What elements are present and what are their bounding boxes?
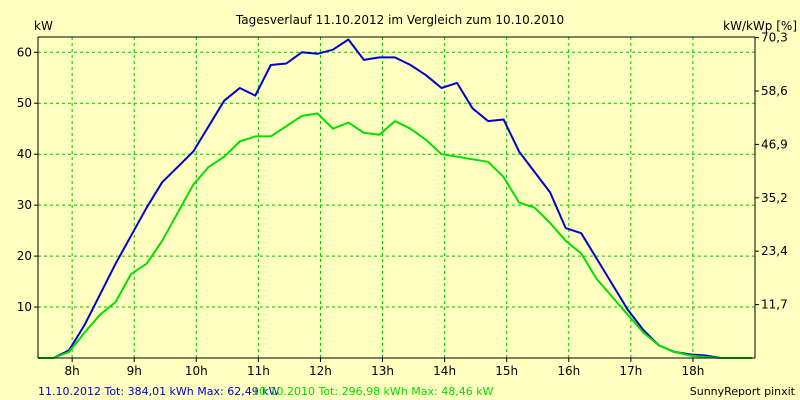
series-line-2012: [38, 38, 752, 359]
x-tick-label: 8h: [65, 364, 80, 378]
x-tick-label: 9h: [127, 364, 142, 378]
footer-series-2010: 10.10.2010 Tot: 296,98 kWh Max: 48,46 kW: [252, 385, 494, 398]
x-tick-label: 13h: [371, 364, 394, 378]
series-layer: [38, 38, 752, 359]
x-tick-label: 15h: [495, 364, 518, 378]
y-tick-label-right: 46,9: [761, 137, 788, 151]
grid: [38, 37, 755, 358]
x-tick-label: 16h: [557, 364, 580, 378]
y-tick-label-right: 23,4: [761, 244, 788, 258]
y-axis-right-title: kW/kWp [%]: [723, 19, 797, 33]
x-tick-label: 12h: [309, 364, 332, 378]
y-tick-label-right: 35,2: [761, 191, 788, 205]
x-tick-label: 10h: [185, 364, 208, 378]
footer-credit: SunnyReport pinxit: [690, 385, 796, 398]
chart-title: Tagesverlauf 11.10.2012 im Vergleich zum…: [235, 13, 564, 27]
x-tick-label: 11h: [247, 364, 270, 378]
series-line-2010: [38, 112, 752, 359]
y-tick-label-left: 30: [17, 198, 32, 212]
x-tick-label: 14h: [433, 364, 456, 378]
axes: [34, 36, 759, 362]
tick-labels: 8h 9h 10h 11h 12h 13h 14h 15h 16h 17h 18h 10 20 30 40 5…: [17, 31, 788, 378]
y-tick-label-left: 50: [17, 96, 32, 110]
x-tick-label: 17h: [619, 364, 642, 378]
footer-series-2012: 11.10.2012 Tot: 384,01 kWh Max: 62,49 kW: [38, 385, 280, 398]
y-tick-label-left: 40: [17, 147, 32, 161]
y-axis-left-title: kW: [34, 19, 53, 33]
y-tick-label-right: 58,6: [761, 84, 788, 98]
x-tick-label: 18h: [681, 364, 704, 378]
y-tick-label-right: 11,7: [761, 298, 788, 312]
y-tick-label-right: 70,3: [761, 31, 788, 45]
y-tick-label-left: 20: [17, 249, 32, 263]
y-tick-label-left: 10: [17, 300, 32, 314]
y-tick-label-left: 60: [17, 45, 32, 59]
